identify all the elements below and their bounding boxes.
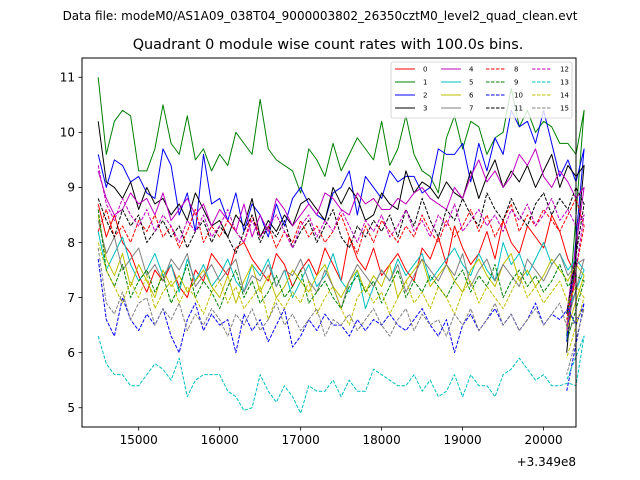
series-line-13 [97, 335, 585, 414]
chart-suptitle: Data file: modeM0/AS1A09_038T04_90000038… [63, 9, 578, 23]
legend-label-9: 9 [514, 79, 518, 87]
legend-label-12: 12 [560, 66, 569, 74]
x-tick-label: 19000 [444, 433, 482, 447]
series-line-8 [97, 197, 585, 320]
series-line-4 [97, 148, 585, 315]
legend-label-13: 13 [560, 79, 569, 87]
y-tick-label: 8 [67, 236, 75, 250]
x-tick-label: 18000 [363, 433, 401, 447]
y-tick-label: 11 [60, 71, 75, 85]
legend-label-10: 10 [514, 92, 523, 100]
x-offset-label: +3.349e8 [517, 455, 576, 469]
series-line-11 [97, 186, 585, 315]
legend-label-2: 2 [423, 92, 427, 100]
x-tick-label: 20000 [525, 433, 563, 447]
series-line-15 [97, 247, 585, 375]
y-tick-label: 5 [67, 401, 75, 415]
series-line-14 [97, 242, 585, 359]
y-tick-label: 7 [67, 291, 75, 305]
series-line-12 [97, 165, 585, 331]
legend-label-1: 1 [423, 79, 427, 87]
legend-label-11: 11 [514, 105, 523, 113]
chart-title: Quadrant 0 module wise count rates with … [133, 37, 524, 53]
legend-label-6: 6 [469, 92, 474, 100]
legend-label-8: 8 [514, 66, 518, 74]
series-line-5 [97, 231, 585, 315]
legend-label-5: 5 [469, 79, 473, 87]
series-line-7 [97, 220, 585, 326]
y-tick-label: 6 [67, 346, 75, 360]
x-tick-label: 17000 [282, 433, 320, 447]
y-tick-label: 10 [60, 126, 75, 140]
legend-box [390, 61, 573, 119]
legend-label-7: 7 [469, 105, 473, 113]
legend-label-4: 4 [469, 66, 474, 74]
y-tick-label: 9 [67, 181, 75, 195]
x-tick-label: 16000 [201, 433, 239, 447]
series-line-9 [97, 209, 585, 342]
x-tick-label: 15000 [120, 433, 158, 447]
legend-label-3: 3 [423, 105, 427, 113]
series-line-6 [97, 214, 585, 331]
legend-label-14: 14 [560, 92, 569, 100]
axis-layer: 15000 16000 17000 18000 19000 20000 5 6 7 8 9 10 11 [60, 71, 563, 447]
series-layer [97, 77, 585, 414]
legend-label-15: 15 [560, 105, 569, 113]
series-line-3 [97, 121, 585, 353]
legend-label-0: 0 [423, 66, 427, 74]
